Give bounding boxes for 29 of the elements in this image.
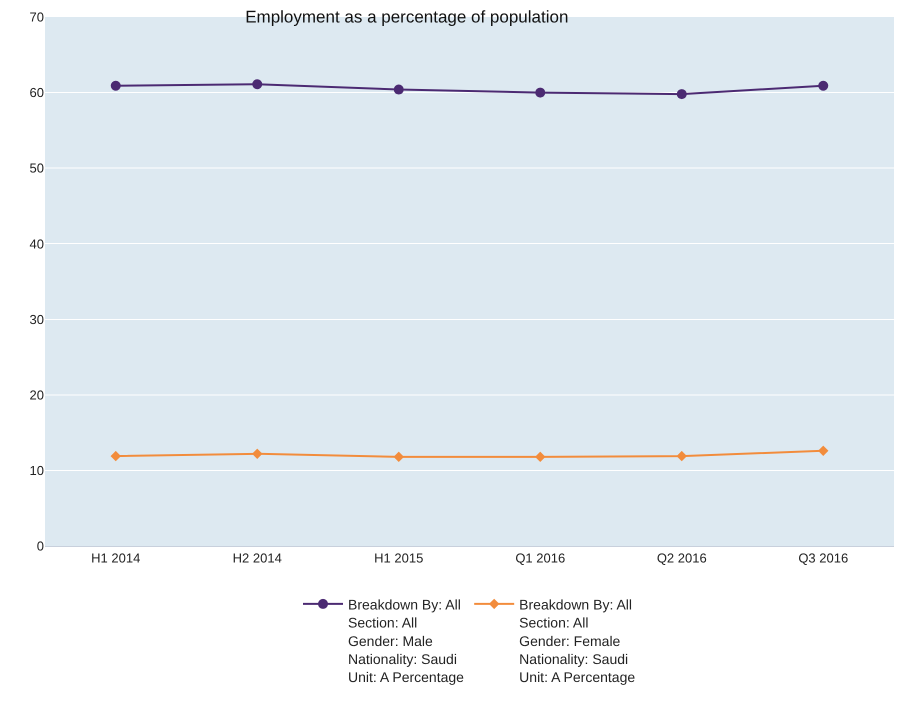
point	[252, 79, 262, 90]
legend-label: Breakdown By: All Section: All Gender: Male Nationality: Saudi Unit: A Percentage	[348, 596, 464, 686]
y-tick-label: 40	[30, 236, 44, 252]
point	[110, 450, 121, 462]
legend-label: Breakdown By: All Section: All Gender: Female Nationality: Saudi Unit: A Percentage	[519, 596, 636, 686]
x-tick-label: H1 2014	[91, 550, 140, 566]
y-tick-label: 30	[30, 312, 44, 327]
point	[394, 84, 404, 95]
point	[535, 88, 546, 98]
point	[676, 89, 687, 100]
y-tick-label: 10	[30, 462, 44, 478]
x-tick-label: Q1 2016	[515, 550, 566, 566]
point	[676, 450, 687, 462]
x-tick-label: Q3 2016	[798, 550, 848, 566]
point	[535, 452, 546, 462]
x-tick-label: H2 2014	[232, 550, 282, 566]
y-tick-label: 20	[30, 387, 44, 402]
x-tick-label: H1 2015	[374, 550, 424, 566]
point	[252, 448, 262, 459]
y-tick-label: 60	[30, 85, 44, 100]
point	[818, 80, 828, 91]
x-tick-label: Q2 2016	[656, 550, 707, 566]
point	[818, 446, 828, 456]
point	[394, 452, 404, 462]
point	[110, 80, 121, 91]
y-tick-label: 50	[30, 160, 44, 176]
chart-title: Employment as a percentage of population	[245, 7, 568, 26]
y-tick-label: 70	[30, 10, 44, 25]
y-tick-label: 0	[36, 538, 44, 554]
